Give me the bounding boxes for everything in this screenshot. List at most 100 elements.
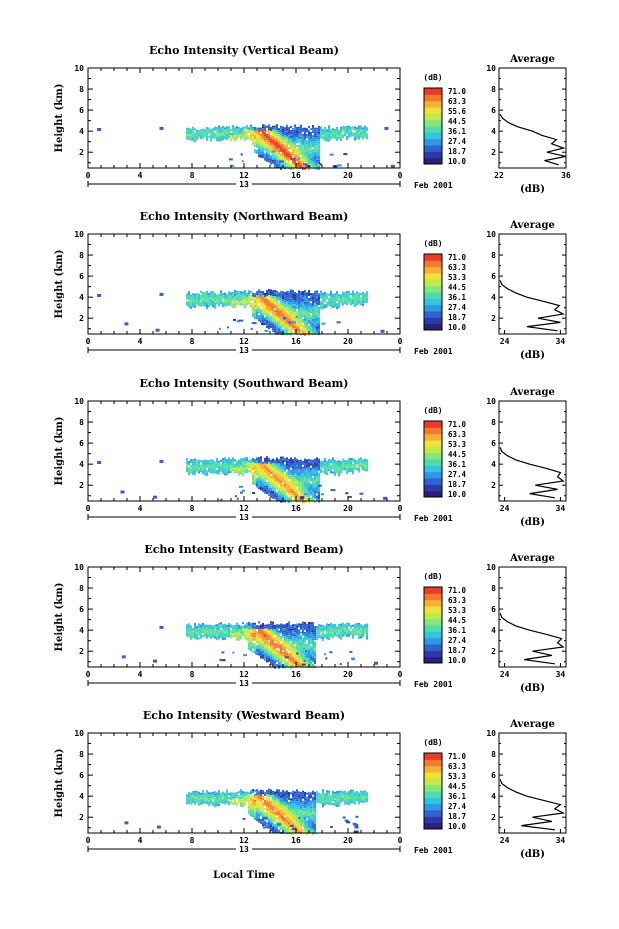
echo-cell (292, 294, 294, 297)
echo-cell (258, 145, 260, 148)
echo-cell (250, 792, 252, 795)
echo-cell (264, 467, 266, 470)
echo-cell (288, 322, 290, 325)
echo-cell (222, 793, 224, 796)
echo-cell (274, 652, 276, 655)
echo-cell (268, 126, 270, 129)
echo-cell (298, 496, 300, 498)
echo-cell (272, 316, 274, 319)
echo-cell (298, 126, 300, 129)
colorbar-tick-label: 27.4 (448, 137, 467, 146)
echo-cell (226, 633, 228, 635)
echo-cell (312, 461, 314, 464)
echo-cell (230, 792, 232, 795)
echo-cell (302, 311, 304, 313)
echo-cell (270, 623, 272, 626)
echo-cell (270, 148, 272, 151)
day-bar-gap (236, 513, 252, 521)
echo-cell (348, 458, 350, 461)
average-y-tick-label: 2 (491, 647, 496, 656)
echo-cell (296, 625, 298, 628)
echo-cell (296, 127, 298, 129)
echo-cell (312, 317, 314, 319)
echo-cell (296, 482, 298, 485)
echo-cell (304, 161, 306, 164)
echo-cell (308, 126, 310, 128)
echo-cell (220, 137, 222, 140)
echo-cell (310, 303, 312, 306)
echo-cell (278, 298, 280, 301)
echo-cell (242, 291, 244, 294)
echo-cell (346, 630, 348, 633)
echo-cell (320, 128, 322, 131)
echo-cell (244, 624, 246, 627)
echo-cell (350, 130, 352, 133)
echo-cell (240, 132, 242, 134)
echo-cell (300, 467, 302, 470)
echo-cell (266, 632, 268, 635)
echo-cell (224, 637, 226, 640)
echo-cell (284, 308, 286, 311)
echo-cell (214, 636, 216, 639)
echo-cell (302, 153, 304, 156)
echo-cell (292, 648, 294, 651)
echo-cell (308, 334, 310, 336)
echo-cell (230, 471, 232, 473)
echo-cell (336, 305, 338, 308)
echo-cell (356, 468, 358, 471)
echo-cell (262, 635, 264, 637)
day-bar-gap (236, 346, 252, 354)
echo-cell (326, 129, 328, 132)
date-label: Feb 2001 (414, 514, 453, 523)
echo-cell (276, 308, 278, 311)
echo-cell (206, 798, 208, 801)
echo-cell (272, 304, 274, 307)
echo-cell (232, 131, 234, 133)
echo-cell (258, 311, 260, 314)
echo-cell (280, 460, 282, 463)
echo-cell (206, 131, 208, 133)
echo-cell (316, 465, 318, 468)
echo-cell (288, 483, 290, 485)
echo-cell (286, 481, 288, 484)
echo-cell (258, 487, 260, 490)
echo-cell (188, 463, 190, 466)
echo-cell (222, 293, 224, 296)
echo-cell (302, 135, 304, 138)
echo-cell (264, 648, 266, 651)
echo-cell (240, 303, 242, 306)
echo-cell (288, 141, 290, 144)
echo-cell (192, 461, 194, 464)
echo-cell (274, 159, 276, 162)
echo-cell (290, 309, 292, 312)
x-tick-label: 4 (138, 171, 143, 180)
echo-cell (276, 162, 278, 165)
echo-cell (304, 490, 306, 493)
echo-cell (312, 626, 314, 629)
echo-cell (286, 313, 288, 316)
echo-cell (190, 304, 192, 307)
echo-cell (284, 468, 286, 471)
echo-cell (322, 307, 324, 310)
echo-cell (276, 461, 278, 464)
echo-cell (262, 154, 264, 157)
echo-cell (276, 290, 278, 293)
echo-cell (186, 129, 188, 132)
echo-cell (252, 630, 254, 633)
echo-cell (194, 796, 196, 799)
echo-cell (342, 626, 344, 629)
echo-cell (280, 143, 282, 146)
echo-cell (280, 292, 282, 295)
echo-cell (228, 623, 230, 625)
echo-cell (276, 457, 278, 460)
echo-cell (202, 470, 204, 473)
echo-cell (300, 661, 302, 664)
echo-cell (330, 632, 332, 635)
echo-cell (342, 293, 344, 296)
echo-cell (264, 317, 266, 319)
echo-cell (236, 632, 238, 635)
echo-cell (284, 312, 286, 315)
echo-cell (356, 135, 358, 138)
echo-cell (274, 654, 276, 657)
echo-cell (310, 626, 312, 629)
